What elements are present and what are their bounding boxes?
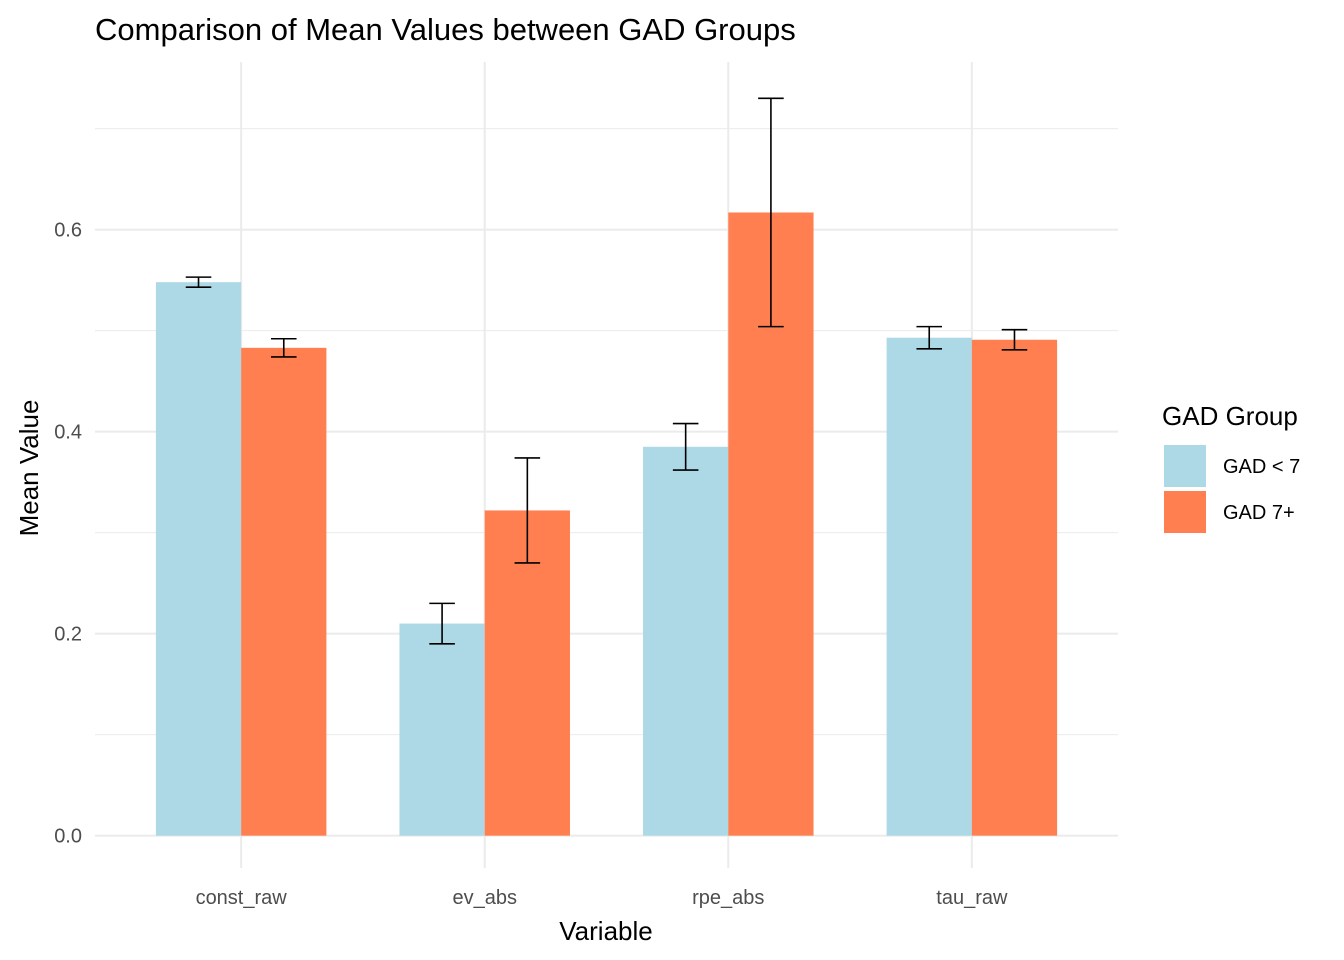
error-bar [758,97,784,328]
legend: GAD Group GAD < 7 GAD 7+ [1162,401,1300,533]
legend-key [1164,445,1206,487]
error-bar [270,337,297,358]
error-bar [185,276,212,289]
bar [399,623,485,836]
error-bar [429,602,455,645]
error-bar [916,325,943,350]
x-tick-label: const_raw [196,887,288,909]
bar [886,337,972,836]
bar [971,339,1058,836]
bars [155,212,1058,836]
bar [643,446,729,836]
legend-title: GAD Group [1162,401,1298,431]
error-bar [514,457,541,564]
x-tick-label: tau_raw [936,887,1008,909]
x-axis: const_raw ev_abs rpe_abs tau_raw [196,887,1008,909]
y-axis-title: Mean Value [14,400,44,537]
y-tick-label: 0.0 [54,826,82,848]
bar [241,347,327,836]
y-tick-label: 0.4 [54,422,82,444]
legend-key [1164,491,1206,533]
y-tick-label: 0.6 [54,220,82,242]
y-axis: 0.0 0.2 0.4 0.6 [54,220,82,848]
x-axis-title: Variable [559,916,652,946]
chart-title: Comparison of Mean Values between GAD Gr… [95,12,796,47]
legend-label: GAD < 7 [1223,456,1300,478]
error-bar [1001,328,1028,351]
x-tick-label: rpe_abs [692,887,764,909]
bar [484,510,570,836]
bar [155,282,242,836]
y-tick-label: 0.2 [54,624,82,646]
legend-label: GAD 7+ [1223,502,1295,524]
error-bars [185,97,1028,645]
x-tick-label: ev_abs [452,887,517,909]
error-bar [672,422,699,471]
